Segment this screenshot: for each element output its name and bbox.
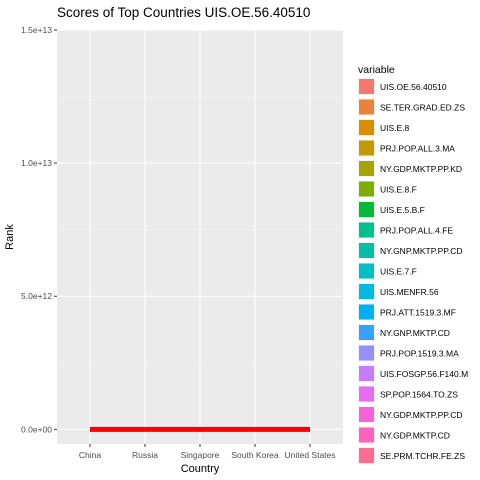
legend-label: NY.GDP.MKTP.PP.KD [380, 164, 462, 174]
legend-label: PRJ.POP.ALL.3.MA [380, 144, 455, 154]
legend-label: NY.GNP.MKTP.CD [380, 328, 450, 338]
legend-swatch [359, 99, 374, 115]
legend-swatch [359, 427, 374, 443]
legend-swatch [359, 407, 374, 422]
x-tick-label: Singapore [181, 450, 220, 460]
legend-label: SP.POP.1564.TO.ZS [380, 390, 458, 400]
legend-swatch [359, 448, 374, 463]
x-tick-label: United States [284, 450, 335, 460]
legend-label: UIS.OE.56.40510 [380, 82, 447, 92]
legend-swatch [359, 79, 374, 94]
legend-title: variable [358, 64, 395, 76]
legend-label: SE.TER.GRAD.ED.ZS [380, 103, 465, 113]
legend-swatch [359, 140, 374, 156]
legend-label: UIS.E.8.F [380, 185, 417, 195]
legend-swatch [359, 243, 374, 258]
legend-swatch [359, 284, 374, 299]
legend-swatch [359, 386, 374, 402]
x-tick-label: Russia [132, 450, 158, 460]
y-tick-label: 1.5e+13 [21, 25, 52, 35]
legend-label: PRJ.POP.1519.3.MA [380, 349, 459, 359]
legend-label: UIS.E.7.F [380, 267, 417, 277]
legend-swatch [359, 181, 374, 197]
x-tick-label: South Korea [231, 450, 279, 460]
legend-label: UIS.E.5.B.F [380, 205, 425, 215]
legend-swatch [359, 263, 374, 279]
legend-label: UIS.FOSGP.56.F140.M [380, 369, 468, 379]
legend-label: NY.GDP.MKTP.PP.CD [380, 410, 463, 420]
legend-label: NY.GDP.MKTP.CD [380, 431, 450, 441]
legend-swatch [359, 304, 374, 320]
legend-swatch [359, 161, 374, 176]
chart-title: Scores of Top Countries UIS.OE.56.40510 [57, 5, 310, 20]
x-axis: China Russia Singapore South Korea United St… [79, 444, 336, 460]
legend-swatch [359, 202, 374, 217]
legend: variable UIS.OE.56.40510 SE.TER.GRAD.ED.Z… [358, 64, 468, 464]
y-tick-label: 5.0e+12 [21, 291, 52, 301]
legend-label: PRJ.ATT.1519.3.MF [380, 308, 456, 318]
y-axis-title: Rank [4, 224, 16, 250]
y-axis: 0.0e+00 5.0e+12 1.0e+13 1.5e+13 [21, 25, 57, 434]
legend-label: NY.GNP.MKTP.PP.CD [380, 246, 463, 256]
legend-swatch [359, 345, 374, 361]
legend-swatch [359, 120, 374, 135]
legend-swatch [359, 325, 374, 340]
y-tick-label: 0.0e+00 [21, 424, 52, 434]
legend-label: UIS.E.8 [380, 123, 410, 133]
x-tick-label: China [79, 450, 101, 460]
legend-label: UIS.MENFR.56 [380, 287, 439, 297]
legend-swatch [359, 366, 374, 381]
legend-label: PRJ.POP.ALL.4.FE [380, 226, 453, 236]
x-axis-title: Country [181, 463, 220, 475]
y-tick-label: 1.0e+13 [21, 158, 52, 168]
legend-swatch [359, 222, 374, 238]
major-gridlines [57, 29, 343, 444]
legend-label: SE.PRM.TCHR.FE.ZS [380, 451, 465, 461]
